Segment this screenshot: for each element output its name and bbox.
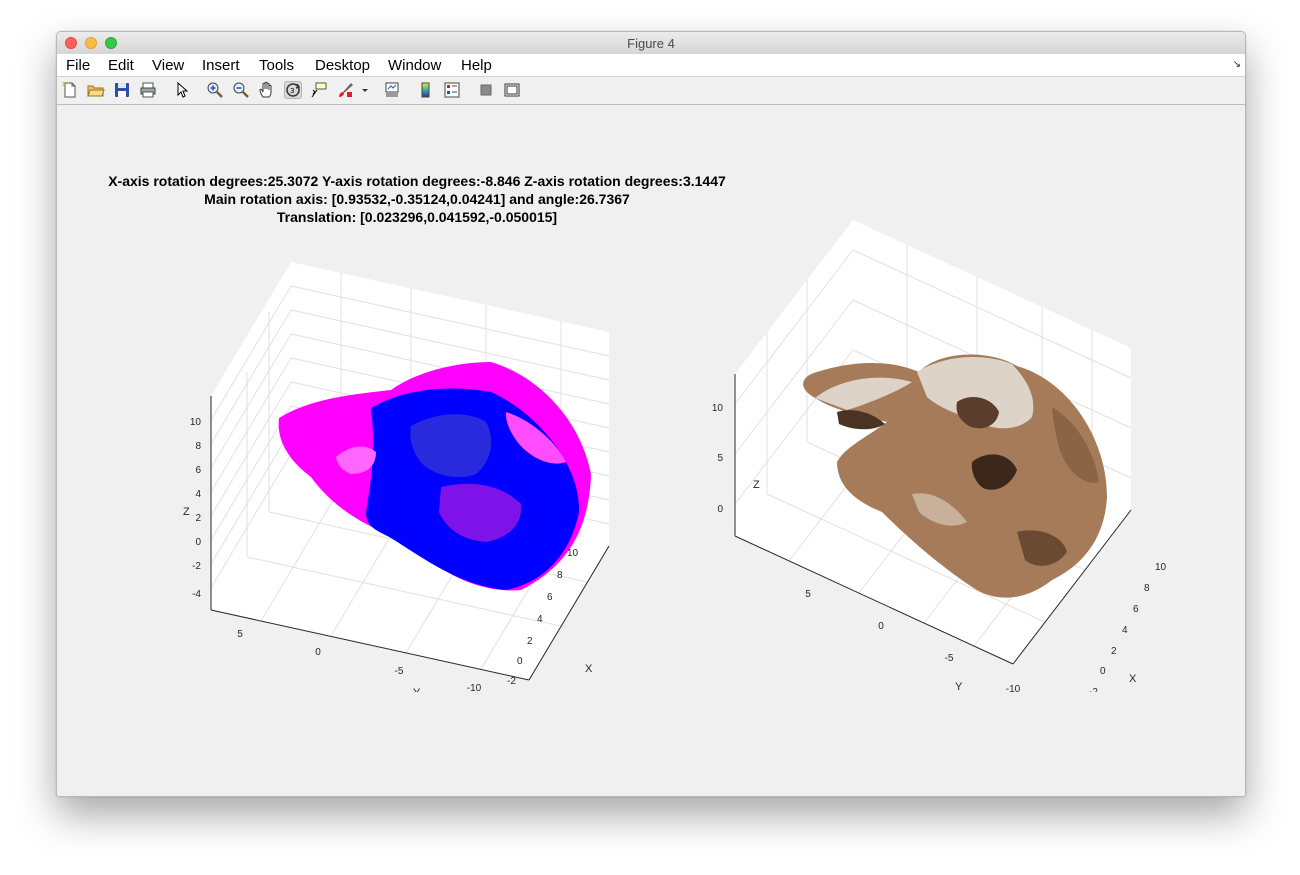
brush-icon[interactable] [336, 81, 354, 99]
menu-window[interactable]: Window [388, 57, 442, 74]
left-xlabel: X [585, 663, 593, 675]
right-z-tick-label: 5 [717, 453, 723, 464]
figure-window: Figure 4 File Edit View Insert Tools Des… [56, 31, 1246, 797]
menu-file[interactable]: File [66, 57, 91, 74]
figure-title-line-3: Translation: [0.023296,0.041592,-0.05001… [276, 209, 558, 225]
left-z-tick-label: -4 [192, 589, 201, 600]
minimize-window-button[interactable] [85, 37, 97, 49]
left-z-tick-label: 8 [195, 441, 201, 452]
left-point-cloud [278, 362, 591, 591]
left-z-tick-label: 2 [195, 513, 201, 524]
right-x-tick-label: 2 [1111, 646, 1117, 657]
hide-plot-tools-icon[interactable] [477, 81, 495, 99]
left-z-tick-label: -2 [192, 561, 201, 572]
data-cursor-icon[interactable] [310, 81, 328, 99]
right-x-tick-label: -2 [1089, 687, 1098, 692]
left-x-tick-label: -2 [507, 676, 516, 687]
left-z-tick-label: 6 [195, 465, 201, 476]
print-icon[interactable] [139, 81, 157, 99]
left-x-tick-label: 4 [537, 614, 543, 625]
title-bar[interactable]: Figure 4 [57, 32, 1245, 55]
left-x-tick-label: 2 [527, 636, 533, 647]
rotate-3d-icon[interactable]: 3 [284, 81, 302, 99]
menu-desktop[interactable]: Desktop [315, 57, 371, 74]
right-y-tick-label: 0 [878, 621, 884, 632]
menu-tools[interactable]: Tools [259, 57, 295, 74]
zoom-out-icon[interactable] [232, 81, 250, 99]
left-z-tick-label: 10 [190, 417, 202, 428]
right-x-tick-label: 0 [1100, 666, 1106, 677]
figure-title-line-1: X-axis rotation degrees:25.3072 Y-axis r… [108, 173, 726, 189]
right-y-tick-label: -5 [945, 653, 954, 664]
link-plot-icon[interactable] [383, 81, 401, 99]
open-file-icon[interactable] [87, 81, 105, 99]
figure-toolbar: 3 [57, 77, 1245, 105]
left-zlabel: Z [183, 506, 190, 518]
right-ylabel: Y [955, 681, 963, 692]
right-y-tick-label: -10 [1006, 684, 1021, 692]
right-xlabel: X [1129, 673, 1137, 685]
legend-icon[interactable] [443, 81, 461, 99]
brush-dropdown-icon[interactable] [356, 81, 368, 99]
svg-text:3: 3 [290, 87, 294, 95]
new-figure-icon[interactable] [61, 81, 79, 99]
right-z-tick-label: 0 [717, 504, 723, 515]
left-axis-lines [210, 396, 610, 681]
right-x-tick-label: 10 [1155, 562, 1167, 573]
right-z-tick-label: 10 [712, 403, 724, 414]
left-y-tick-label: -10 [467, 683, 482, 692]
close-window-button[interactable] [65, 37, 77, 49]
save-icon[interactable] [113, 81, 131, 99]
left-x-tick-label: 6 [547, 592, 553, 603]
left-x-tick-label: 10 [567, 548, 579, 559]
menu-view[interactable]: View [152, 57, 185, 74]
menu-bar: File Edit View Insert Tools Desktop Wind… [57, 54, 1245, 77]
right-x-tick-label: 8 [1144, 583, 1150, 594]
left-y-tick-label: 0 [315, 647, 321, 658]
pointer-icon[interactable] [173, 81, 191, 99]
right-x-tick-label: 4 [1122, 625, 1128, 636]
pan-hand-icon[interactable] [258, 81, 276, 99]
left-y-tick-label: -5 [395, 666, 404, 677]
right-zlabel: Z [753, 479, 760, 491]
zoom-window-button[interactable] [105, 37, 117, 49]
show-plot-tools-icon[interactable] [503, 81, 521, 99]
menu-insert[interactable]: Insert [202, 57, 240, 74]
left-z-tick-label: 0 [195, 537, 201, 548]
right-textured-cloud [803, 354, 1107, 598]
menu-help[interactable]: Help [461, 57, 492, 74]
right-axis-lines [734, 374, 1132, 665]
menu-edit[interactable]: Edit [108, 57, 134, 74]
right-x-tick-label: 6 [1133, 604, 1139, 615]
left-x-tick-label: 0 [517, 656, 523, 667]
left-ylabel: Y [413, 687, 421, 692]
left-x-tick-label: 8 [557, 570, 563, 581]
zoom-in-icon[interactable] [206, 81, 224, 99]
figure-title-line-2: Main rotation axis: [0.93532,-0.35124,0.… [204, 191, 630, 207]
left-z-tick-label: 4 [195, 489, 201, 500]
left-y-tick-label: 5 [237, 629, 243, 640]
colorbar-icon[interactable] [417, 81, 435, 99]
right-y-tick-label: 5 [805, 589, 811, 600]
dock-arrow-icon[interactable]: ↘ [1232, 59, 1241, 70]
window-title: Figure 4 [627, 36, 675, 51]
